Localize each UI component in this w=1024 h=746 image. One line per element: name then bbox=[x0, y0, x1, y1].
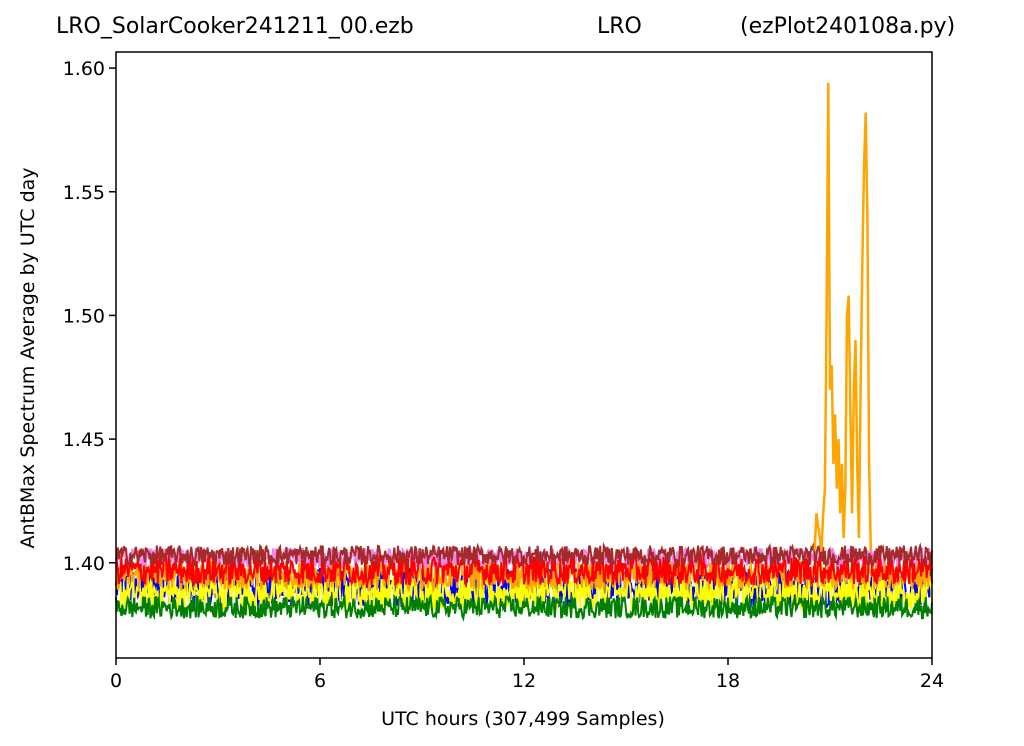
x-tick-label: 12 bbox=[512, 670, 536, 692]
chart-title-right: (ezPlot240108a.py) bbox=[740, 14, 956, 39]
y-tick-label: 1.60 bbox=[63, 58, 105, 80]
x-tick-label: 24 bbox=[920, 670, 944, 692]
x-tick-label: 6 bbox=[314, 670, 326, 692]
chart-series-group bbox=[115, 82, 933, 622]
series-line-5 bbox=[115, 541, 933, 569]
chart-title-center: LRO bbox=[597, 14, 642, 39]
x-tick-label: 0 bbox=[110, 670, 122, 692]
y-tick-label: 1.55 bbox=[63, 182, 105, 204]
series-line-4 bbox=[115, 551, 933, 589]
series-line-6 bbox=[115, 593, 933, 622]
series-line-spike bbox=[813, 82, 873, 551]
y-tick-label: 1.50 bbox=[63, 305, 105, 327]
y-tick-label: 1.40 bbox=[63, 553, 105, 575]
x-axis-label: UTC hours (307,499 Samples) bbox=[381, 708, 665, 730]
chart-title-left: LRO_SolarCooker241211_00.ezb bbox=[56, 14, 414, 39]
x-tick-label: 18 bbox=[716, 670, 740, 692]
y-tick-label: 1.45 bbox=[63, 429, 105, 451]
y-axis-label: AntBMax Spectrum Average by UTC day bbox=[17, 167, 39, 548]
y-axis: 1.40 1.45 1.50 1.55 1.60 bbox=[63, 58, 116, 575]
x-axis: 0 6 12 18 24 bbox=[110, 658, 944, 692]
